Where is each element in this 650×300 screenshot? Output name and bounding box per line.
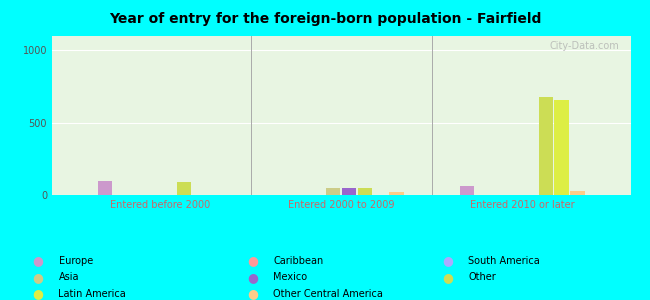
- Text: Europe: Europe: [58, 256, 93, 266]
- Bar: [358, 188, 372, 195]
- Text: ●: ●: [32, 287, 44, 300]
- Bar: [539, 97, 553, 195]
- Text: Year of entry for the foreign-born population - Fairfield: Year of entry for the foreign-born popul…: [109, 12, 541, 26]
- Bar: [177, 182, 191, 195]
- Text: Latin America: Latin America: [58, 289, 126, 299]
- Text: ●: ●: [32, 271, 44, 284]
- Bar: [554, 100, 569, 195]
- Text: Caribbean: Caribbean: [273, 256, 323, 266]
- Text: ●: ●: [247, 254, 258, 268]
- Text: South America: South America: [468, 256, 540, 266]
- Text: ●: ●: [247, 271, 258, 284]
- Bar: [98, 181, 112, 195]
- Text: Other: Other: [468, 272, 496, 283]
- Bar: [326, 188, 341, 195]
- Text: City-Data.com: City-Data.com: [549, 41, 619, 51]
- Text: Other Central America: Other Central America: [273, 289, 383, 299]
- Text: ●: ●: [32, 254, 44, 268]
- Text: Asia: Asia: [58, 272, 79, 283]
- Bar: [570, 191, 584, 195]
- Bar: [460, 186, 474, 195]
- Text: ●: ●: [247, 287, 258, 300]
- Text: ●: ●: [442, 271, 453, 284]
- Text: ●: ●: [442, 254, 453, 268]
- Bar: [389, 192, 404, 195]
- Bar: [342, 188, 356, 195]
- Text: Mexico: Mexico: [273, 272, 307, 283]
